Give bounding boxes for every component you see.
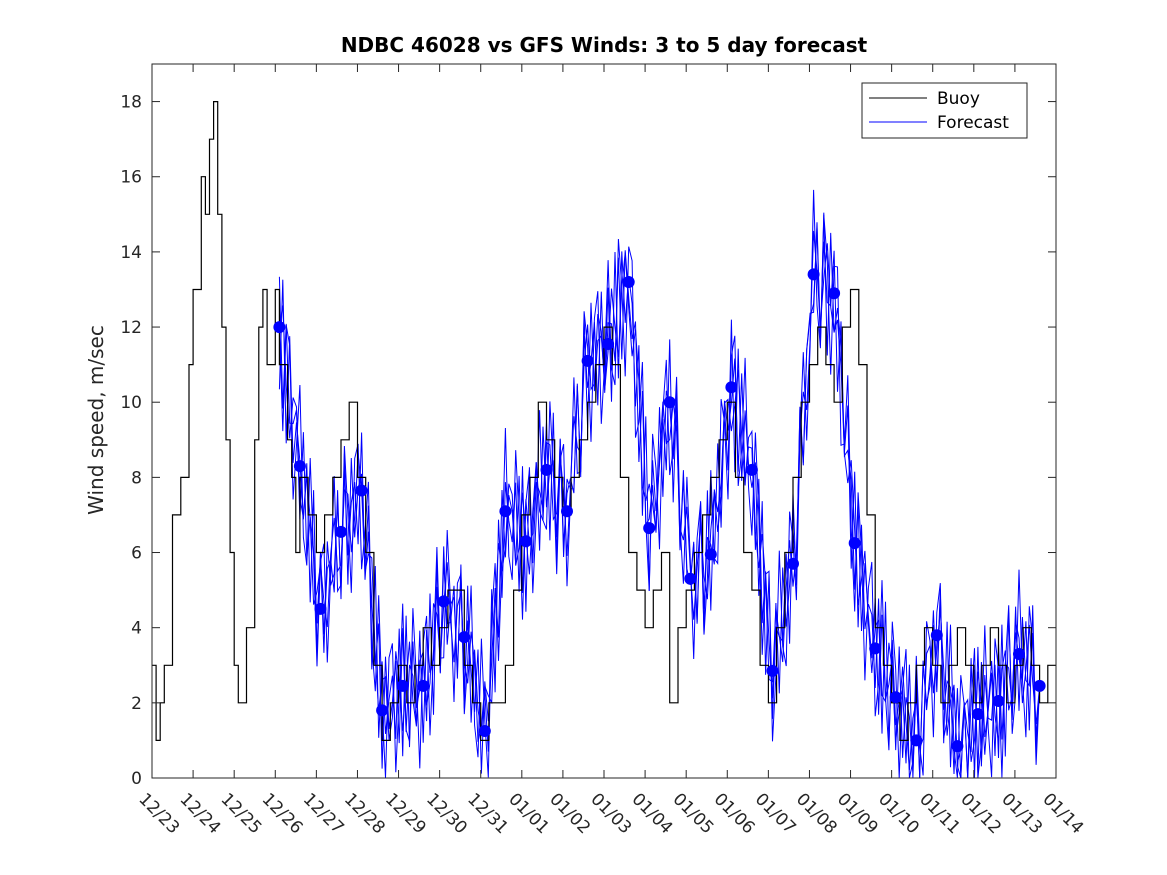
forecast-point [787, 557, 799, 570]
forecast-point [622, 276, 635, 288]
forecast-point [992, 695, 1005, 707]
x-tick-label: 01/13 [997, 789, 1046, 838]
forecast-point [869, 642, 882, 655]
x-tick-label: 12/29 [381, 789, 430, 838]
y-tick-label: 2 [131, 694, 142, 714]
legend-label-forecast: Forecast [937, 113, 1009, 133]
chart-title: NDBC 46028 vs GFS Winds: 3 to 5 day fore… [341, 33, 868, 57]
forecast-point [519, 535, 532, 548]
forecast-point [417, 679, 430, 692]
x-tick-label: 01/14 [1038, 789, 1087, 838]
forecast-point [499, 505, 512, 518]
forecast-point [930, 629, 943, 642]
x-tick-label: 12/24 [176, 789, 225, 838]
forecast-point [889, 691, 902, 704]
forecast-point [971, 708, 984, 721]
forecast-point [335, 525, 347, 538]
y-tick-label: 16 [120, 168, 142, 188]
forecast-run-line [278, 189, 1041, 779]
forecast-point [293, 460, 306, 473]
y-tick-label: 10 [120, 393, 142, 413]
forecast-point [376, 704, 389, 717]
x-tick-label: 12/31 [463, 789, 512, 838]
legend-label-buoy: Buoy [937, 89, 980, 109]
y-tick-label: 18 [120, 93, 142, 113]
y-tick-label: 6 [131, 544, 142, 564]
x-tick-label: 01/08 [792, 789, 841, 838]
x-tick-label: 01/05 [669, 789, 718, 838]
forecast-point [807, 268, 820, 281]
x-tick-label: 01/03 [586, 789, 635, 838]
x-tick-label: 12/28 [340, 789, 389, 838]
forecast-point [561, 505, 573, 518]
forecast-point [273, 321, 286, 334]
forecast-point [910, 734, 923, 747]
x-tick-label: 01/02 [545, 789, 594, 838]
x-tick-label: 01/07 [751, 789, 800, 838]
forecast-point [643, 522, 656, 535]
x-tick-label: 01/12 [956, 789, 1005, 838]
forecast-point [581, 354, 594, 367]
x-tick-label: 01/11 [915, 789, 964, 838]
legend-box [861, 82, 1028, 139]
forecast-points [273, 268, 1046, 753]
x-tick-label: 01/06 [710, 789, 759, 838]
legend: Buoy Forecast [861, 82, 1028, 139]
forecast-point [355, 484, 368, 497]
forecast-point [828, 287, 841, 300]
forecast-point [437, 595, 450, 608]
x-tick-label: 12/25 [217, 789, 266, 838]
y-tick-label: 8 [131, 468, 142, 488]
forecast-point [396, 679, 409, 692]
x-tick-label: 12/30 [422, 789, 471, 838]
y-tick-label: 4 [131, 619, 142, 639]
forecast-point [540, 463, 553, 476]
forecast-point [1013, 648, 1025, 660]
forecast-point [1033, 679, 1046, 692]
forecast-point [478, 725, 491, 737]
x-tick-label: 12/26 [258, 789, 307, 838]
forecast-point [663, 396, 676, 409]
y-tick-label: 0 [131, 769, 142, 789]
y-axis-label: Wind speed, m/sec [84, 325, 108, 515]
x-tick-label: 01/04 [628, 789, 677, 838]
forecast-point [314, 602, 327, 615]
x-tick-label: 12/27 [299, 789, 348, 838]
forecast-point [951, 740, 964, 753]
forecast-point [766, 664, 779, 677]
y-axis-ticks: 0 2 4 6 8 10 12 14 16 18 [120, 93, 1056, 789]
forecast-point [848, 537, 861, 550]
forecast-point [602, 338, 615, 350]
y-tick-label: 12 [120, 318, 142, 338]
x-tick-label: 01/09 [833, 789, 882, 838]
x-tick-label: 01/10 [874, 789, 923, 838]
x-tick-label: 12/23 [134, 789, 183, 838]
forecast-point [704, 548, 717, 561]
forecast-point [725, 381, 738, 394]
y-tick-label: 14 [120, 243, 142, 263]
forecast-point [684, 572, 697, 585]
forecast-point [745, 463, 758, 476]
forecast-point [458, 631, 471, 644]
x-tick-label: 01/01 [504, 789, 553, 838]
